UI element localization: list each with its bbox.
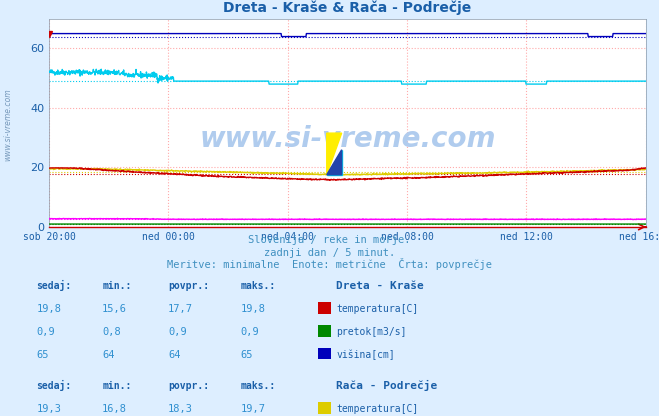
Text: 19,8: 19,8 xyxy=(36,304,61,314)
Text: maks.:: maks.: xyxy=(241,381,275,391)
Text: 0,8: 0,8 xyxy=(102,327,121,337)
Text: 64: 64 xyxy=(168,350,181,360)
Text: www.si-vreme.com: www.si-vreme.com xyxy=(200,125,496,154)
Text: 64: 64 xyxy=(102,350,115,360)
Text: www.si-vreme.com: www.si-vreme.com xyxy=(3,89,13,161)
Text: sedaj:: sedaj: xyxy=(36,380,71,391)
Text: min.:: min.: xyxy=(102,381,132,391)
Polygon shape xyxy=(327,133,341,175)
Text: 18,3: 18,3 xyxy=(168,404,193,414)
Text: Dreta - Kraše: Dreta - Kraše xyxy=(336,281,424,291)
Text: 65: 65 xyxy=(36,350,49,360)
Text: Slovenija / reke in morje.: Slovenija / reke in morje. xyxy=(248,235,411,245)
Text: 0,9: 0,9 xyxy=(241,327,259,337)
Text: min.:: min.: xyxy=(102,281,132,291)
Text: Rača - Podrečje: Rača - Podrečje xyxy=(336,380,438,391)
Text: 19,3: 19,3 xyxy=(36,404,61,414)
Text: temperatura[C]: temperatura[C] xyxy=(336,404,418,414)
Text: pretok[m3/s]: pretok[m3/s] xyxy=(336,327,407,337)
Text: zadnji dan / 5 minut.: zadnji dan / 5 minut. xyxy=(264,248,395,258)
Text: Meritve: minimalne  Enote: metrične  Črta: povprečje: Meritve: minimalne Enote: metrične Črta:… xyxy=(167,258,492,270)
Title: Dreta - Kraše & Rača - Podrečje: Dreta - Kraše & Rača - Podrečje xyxy=(223,0,472,15)
Text: povpr.:: povpr.: xyxy=(168,381,209,391)
Text: 16,8: 16,8 xyxy=(102,404,127,414)
Text: sedaj:: sedaj: xyxy=(36,280,71,291)
Text: povpr.:: povpr.: xyxy=(168,281,209,291)
Text: 0,9: 0,9 xyxy=(168,327,186,337)
Text: temperatura[C]: temperatura[C] xyxy=(336,304,418,314)
Text: 15,6: 15,6 xyxy=(102,304,127,314)
Text: 17,7: 17,7 xyxy=(168,304,193,314)
Text: 19,7: 19,7 xyxy=(241,404,266,414)
Polygon shape xyxy=(327,150,341,175)
Text: 0,9: 0,9 xyxy=(36,327,55,337)
Text: 65: 65 xyxy=(241,350,253,360)
Text: 19,8: 19,8 xyxy=(241,304,266,314)
Polygon shape xyxy=(327,150,341,175)
Text: maks.:: maks.: xyxy=(241,281,275,291)
Text: višina[cm]: višina[cm] xyxy=(336,349,395,360)
